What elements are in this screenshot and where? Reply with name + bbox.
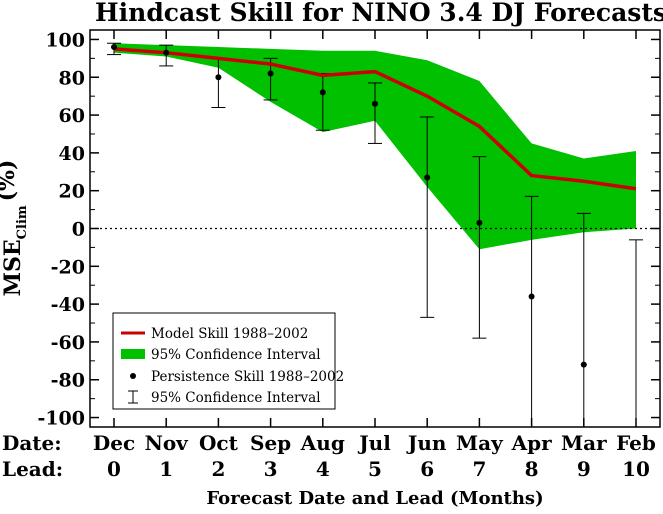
persistence-point-mar <box>580 361 587 368</box>
x-tick-label-lead: 9 <box>577 457 591 481</box>
x-tick-label-lead: 4 <box>316 457 330 481</box>
plot-area <box>90 42 660 427</box>
x-tick-label-lead: 2 <box>211 457 225 481</box>
legend-label: 95% Confidence Interval <box>151 390 321 406</box>
axes: -100-80-60-40-20020406080100Dec0Nov1Oct2… <box>37 29 661 481</box>
model-skill-line <box>113 47 637 191</box>
x-tick-label-date: Jun <box>406 431 447 455</box>
persistence-point-nov <box>163 49 170 56</box>
y-axis-label-sub: Clim <box>15 205 30 239</box>
y-tick-label: -100 <box>37 408 85 430</box>
x-tick-label-date: Aug <box>300 431 345 455</box>
legend-label: Model Skill 1988–2002 <box>151 326 308 342</box>
legend-entry-model-ci: 95% Confidence Interval <box>121 347 321 363</box>
persistence-point-jun <box>424 174 431 181</box>
y-tick-label: -60 <box>51 332 85 354</box>
x-tick-label-lead: 6 <box>420 457 434 481</box>
x-tick-label-date: May <box>456 431 504 455</box>
y-axis-label-unit: (%) <box>0 160 20 202</box>
x-tick-label-lead: 5 <box>368 457 382 481</box>
legend-swatch-band <box>121 349 145 359</box>
x-tick-label-date: Sep <box>250 431 291 455</box>
y-tick-label: -20 <box>51 256 85 278</box>
y-tick-label: 40 <box>59 143 85 165</box>
model-ci-band <box>114 43 636 250</box>
persistence-ci-bar-jul <box>368 82 382 144</box>
legend-label: 95% Confidence Interval <box>151 347 321 363</box>
x-tick-label-date: Mar <box>561 431 607 455</box>
persistence-ci-bar-feb <box>629 239 643 427</box>
persistence-point-jul <box>372 100 378 107</box>
y-tick-label: 80 <box>59 67 85 89</box>
legend-entry-persistence-skill: Persistence Skill 1988–2002 <box>130 369 344 385</box>
legend-swatch-point <box>130 373 136 379</box>
y-tick-label: -80 <box>51 370 85 392</box>
persistence-ci-bar-may <box>472 156 487 339</box>
chart-title: Hindcast Skill for NINO 3.4 DJ Forecasts <box>95 0 663 27</box>
legend: Model Skill 1988–2002 95% Confidence Inte… <box>112 312 344 410</box>
x-tick-label-lead: 7 <box>472 457 486 481</box>
persistence-point-apr <box>528 293 535 300</box>
legend-label: Persistence Skill 1988–2002 <box>151 369 344 385</box>
row-label-date: Date: <box>2 431 62 455</box>
legend-box <box>112 312 336 410</box>
y-tick-label: 100 <box>45 29 85 51</box>
x-tick-label-lead: 3 <box>264 457 278 481</box>
legend-entry-model-skill: Model Skill 1988–2002 <box>121 326 308 342</box>
persistence-ci-bar-apr <box>524 195 539 427</box>
persistence-point-oct <box>215 74 222 81</box>
persistence-ci-bar-jun <box>420 116 435 318</box>
x-tick-label-date: Jul <box>357 431 391 455</box>
y-tick-label: 0 <box>72 219 85 241</box>
y-axis-label: MSEClim (%) <box>0 160 30 297</box>
x-tick-label-lead: 1 <box>159 457 173 481</box>
y-tick-label: 60 <box>59 105 85 127</box>
svg-text:MSEClim(%): MSEClim (%) <box>0 160 30 297</box>
persistence-point-may <box>476 219 483 226</box>
x-tick-label-date: Apr <box>511 431 553 455</box>
x-tick-label-date: Dec <box>93 431 135 455</box>
y-tick-label: 20 <box>59 181 85 203</box>
x-tick-label-date: Feb <box>616 431 656 455</box>
x-tick-label-date: Nov <box>145 431 190 455</box>
persistence-point-aug <box>319 89 326 96</box>
y-tick-label: -40 <box>51 294 85 316</box>
y-axis-label-main: MSE <box>0 239 26 296</box>
row-label-lead: Lead: <box>2 457 63 481</box>
persistence-ci-bar-mar <box>576 212 591 427</box>
x-tick-label-lead: 10 <box>622 457 650 481</box>
x-tick-label-date: Oct <box>199 431 239 455</box>
persistence-point-sep <box>267 70 274 77</box>
x-axis-label: Forecast Date and Lead (Months) <box>206 488 543 509</box>
legend-entry-persistence-ci: 95% Confidence Interval <box>128 390 321 406</box>
x-tick-label-lead: 8 <box>525 457 539 481</box>
x-tick-label-lead: 0 <box>107 457 121 481</box>
persistence-point-dec <box>111 44 117 51</box>
